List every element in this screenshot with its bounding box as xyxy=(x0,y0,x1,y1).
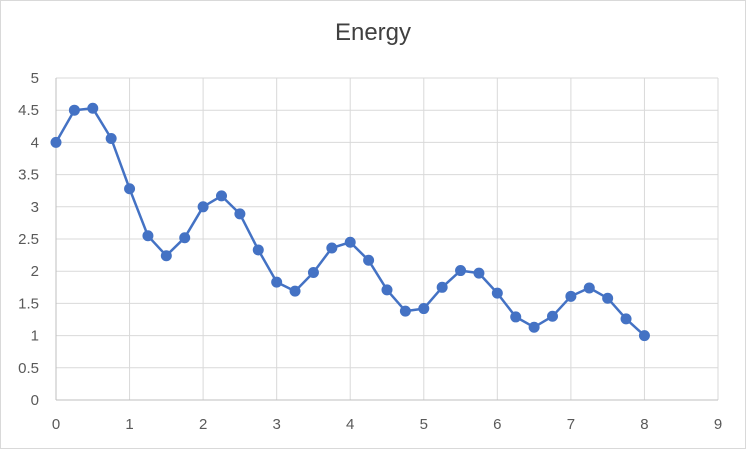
data-point xyxy=(399,305,411,317)
data-point xyxy=(455,265,467,277)
y-tick-label: 5 xyxy=(31,70,39,87)
x-tick-label: 0 xyxy=(52,416,60,433)
data-point xyxy=(381,284,393,296)
y-tick-label: 2.5 xyxy=(18,231,39,248)
y-tick-label: 4.5 xyxy=(18,102,39,119)
data-point xyxy=(124,183,136,195)
data-point xyxy=(363,254,375,266)
data-point xyxy=(252,244,264,256)
y-tick-label: 4 xyxy=(31,134,39,151)
data-point xyxy=(87,102,99,114)
y-tick-label: 1.5 xyxy=(18,295,39,312)
y-tick-label: 2 xyxy=(31,263,39,280)
data-point xyxy=(418,303,430,315)
gridlines xyxy=(56,77,719,400)
data-point xyxy=(344,236,356,248)
y-tick-label: 3 xyxy=(31,199,39,216)
x-tick-label: 9 xyxy=(714,416,722,433)
axes: 0 0.5 1 1.5 2 2.5 3 3.5 4 4.5 5 0 1 2 3 4 5 6 7 8 9 xyxy=(18,70,722,433)
data-point xyxy=(547,310,558,322)
data-point xyxy=(234,208,246,220)
y-tick-label: 0.5 xyxy=(18,360,39,377)
data-point xyxy=(491,287,503,299)
x-tick-label: 3 xyxy=(272,416,280,433)
data-point xyxy=(583,282,595,294)
data-point xyxy=(105,133,117,145)
y-tick-label: 1 xyxy=(31,328,39,345)
data-point xyxy=(510,311,522,323)
series-layer xyxy=(50,102,650,342)
data-point xyxy=(160,250,172,262)
data-point xyxy=(326,242,338,254)
x-tick-label: 4 xyxy=(346,416,354,433)
y-tick-label: 3.5 xyxy=(18,167,39,184)
x-tick-label: 2 xyxy=(199,416,207,433)
data-point xyxy=(197,201,209,213)
data-point xyxy=(179,232,191,244)
data-point xyxy=(142,230,154,242)
data-point xyxy=(50,136,62,148)
data-point xyxy=(565,290,577,302)
y-tick-label: 0 xyxy=(31,392,39,409)
x-tick-label: 1 xyxy=(125,416,133,433)
data-point xyxy=(528,321,540,333)
data-point xyxy=(620,313,632,325)
data-point xyxy=(436,281,448,293)
data-point xyxy=(289,285,301,297)
data-point xyxy=(271,276,283,288)
data-point xyxy=(216,190,227,202)
x-tick-label: 7 xyxy=(567,416,575,433)
chart-title: Energy xyxy=(334,19,412,46)
data-point xyxy=(307,266,319,278)
x-tick-label: 5 xyxy=(420,416,428,433)
x-tick-label: 8 xyxy=(640,416,648,433)
data-point xyxy=(473,267,485,279)
x-tick-label: 6 xyxy=(493,416,501,433)
data-point xyxy=(638,330,650,342)
data-point xyxy=(68,104,80,116)
data-point xyxy=(602,292,614,304)
